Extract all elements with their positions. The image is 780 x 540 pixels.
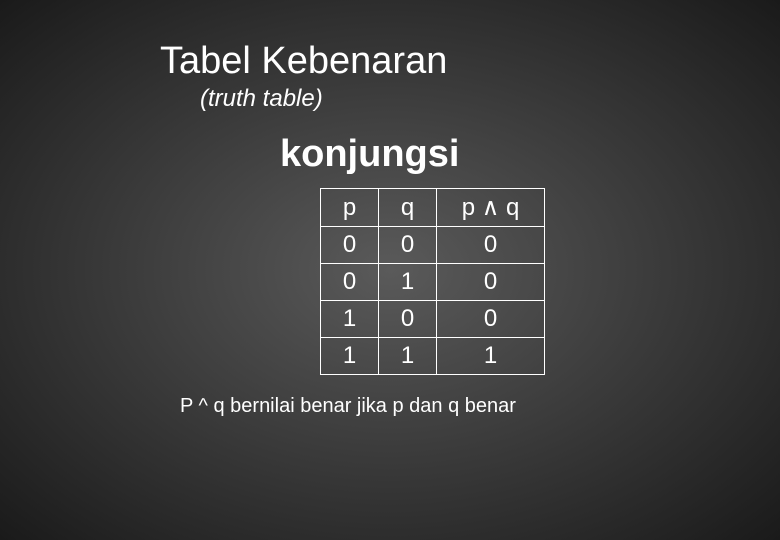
cell: 1 [379,264,437,301]
table-header-row: p q p ∧ q [321,189,545,227]
cell: 1 [321,301,379,338]
cell: 0 [437,301,545,338]
table-row: 0 0 0 [321,227,545,264]
col-header-q: q [379,189,437,227]
cell: 1 [437,338,545,375]
cell: 0 [321,227,379,264]
cell: 1 [321,338,379,375]
table-row: 1 0 0 [321,301,545,338]
table-row: 1 1 1 [321,338,545,375]
col-header-pq-text: p ∧ q [462,194,520,221]
cell: 0 [437,264,545,301]
cell: 0 [379,301,437,338]
caption-text: P ^ q bernilai benar jika p dan q benar [180,395,720,418]
page-title: Tabel Kebenaran [160,40,720,83]
col-header-p: p [321,189,379,227]
cell: 0 [379,227,437,264]
col-header-pq: p ∧ q [437,189,545,227]
cell: 0 [321,264,379,301]
cell: 1 [379,338,437,375]
cell: 0 [437,227,545,264]
slide-container: Tabel Kebenaran (truth table) konjungsi … [0,0,780,438]
section-heading: konjungsi [280,133,720,176]
truth-table: p q p ∧ q 0 0 0 0 1 0 1 0 0 1 1 1 [320,188,545,375]
page-subtitle: (truth table) [200,85,720,113]
table-row: 0 1 0 [321,264,545,301]
